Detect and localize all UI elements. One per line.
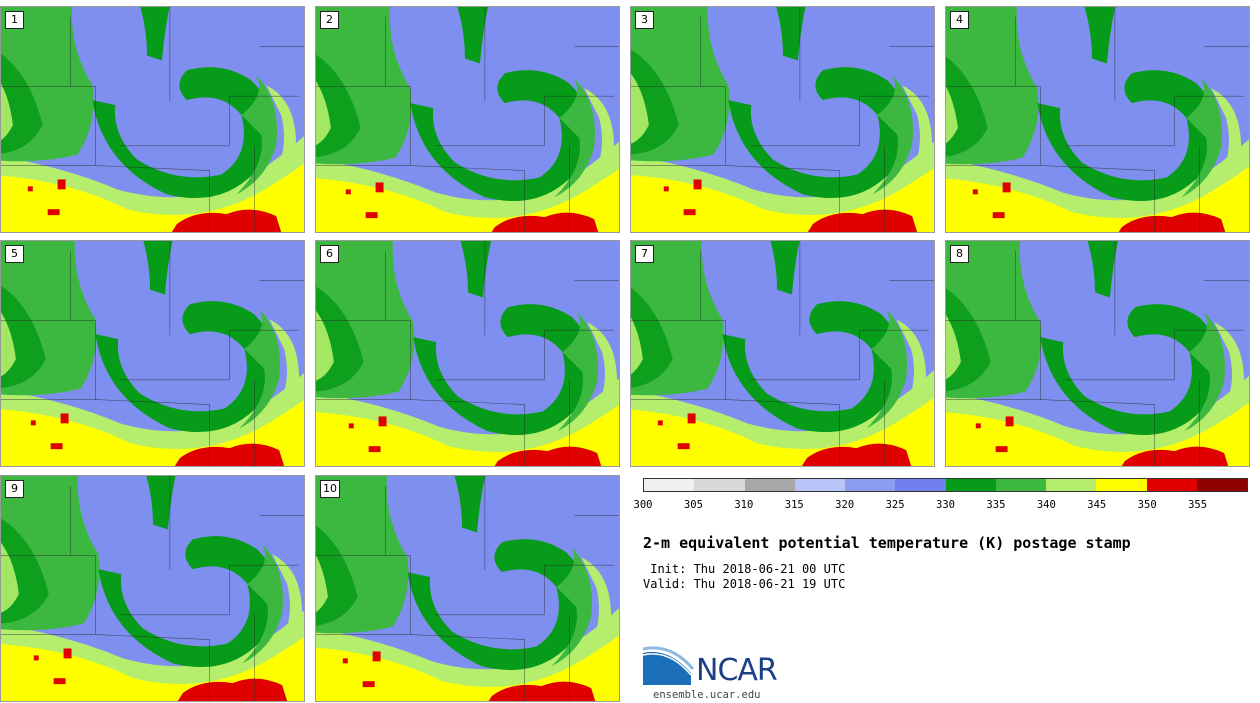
- member-panel-2: 2: [315, 6, 620, 233]
- theta-e-map: [316, 476, 619, 701]
- valid-time: Valid: Thu 2018-06-21 19 UTC: [643, 577, 846, 591]
- chart-title: 2-m equivalent potential temperature (K)…: [643, 534, 1131, 552]
- theta-e-map: [1, 241, 304, 466]
- colorbar-cell: [895, 479, 946, 491]
- theta-e-map: [946, 241, 1249, 466]
- member-panel-7: 7: [630, 240, 935, 467]
- member-number-label: 4: [950, 11, 969, 29]
- colorbar-tick-label: 315: [784, 499, 804, 511]
- colorbar-cell: [995, 479, 1046, 491]
- theta-e-map: [631, 241, 934, 466]
- colorbar-cell: [1196, 479, 1247, 491]
- theta-e-map: [316, 241, 619, 466]
- member-panel-4: 4: [945, 6, 1250, 233]
- colorbar-cell: [644, 479, 695, 491]
- colorbar-cell: [945, 479, 996, 491]
- colorbar-cell: [1046, 479, 1097, 491]
- member-panel-8: 8: [945, 240, 1250, 467]
- colorbar-cell: [845, 479, 896, 491]
- member-number-label: 3: [635, 11, 654, 29]
- member-panel-1: 1: [0, 6, 305, 233]
- member-number-label: 2: [320, 11, 339, 29]
- member-number-label: 5: [5, 245, 24, 263]
- member-panel-3: 3: [630, 6, 935, 233]
- member-panel-6: 6: [315, 240, 620, 467]
- theta-e-map: [631, 7, 934, 232]
- colorbar-tick-label: 340: [1036, 499, 1056, 511]
- member-panel-9: 9: [0, 475, 305, 702]
- colorbar-tick-label: 320: [835, 499, 855, 511]
- colorbar-tick-label: 330: [936, 499, 955, 511]
- member-number-label: 8: [950, 245, 969, 263]
- member-number-label: 1: [5, 11, 24, 29]
- colorbar-cell: [744, 479, 795, 491]
- member-number-label: 10: [320, 480, 340, 498]
- member-panel-5: 5: [0, 240, 305, 467]
- theta-e-map: [316, 7, 619, 232]
- colorbar-tick-label: 300: [633, 499, 653, 511]
- theta-e-map: [946, 7, 1249, 232]
- colorbar-cell: [794, 479, 845, 491]
- colorbar-tick-label: 355: [1188, 499, 1208, 511]
- member-number-label: 9: [5, 480, 24, 498]
- colorbar-tick-label: 305: [683, 499, 703, 511]
- colorbar-cell: [694, 479, 745, 491]
- colorbar-tick-label: 345: [1087, 499, 1107, 511]
- theta-e-map: [1, 476, 304, 701]
- member-number-label: 7: [635, 245, 654, 263]
- colorbar-tick-label: 350: [1137, 499, 1157, 511]
- ncar-logo-icon: [643, 646, 695, 685]
- theta-e-map: [1, 7, 304, 232]
- ensemble-url: ensemble.ucar.edu: [653, 689, 761, 701]
- colorbar: [643, 478, 1248, 492]
- member-number-label: 6: [320, 245, 339, 263]
- ncar-logo-text: NCAR: [696, 653, 778, 688]
- colorbar-tick-label: 325: [885, 499, 905, 511]
- colorbar-cell: [1146, 479, 1197, 491]
- init-time: Init: Thu 2018-06-21 00 UTC: [643, 562, 846, 576]
- member-panel-10: 10: [315, 475, 620, 702]
- colorbar-tick-label: 310: [734, 499, 754, 511]
- colorbar-cell: [1096, 479, 1147, 491]
- colorbar-tick-label: 335: [986, 499, 1006, 511]
